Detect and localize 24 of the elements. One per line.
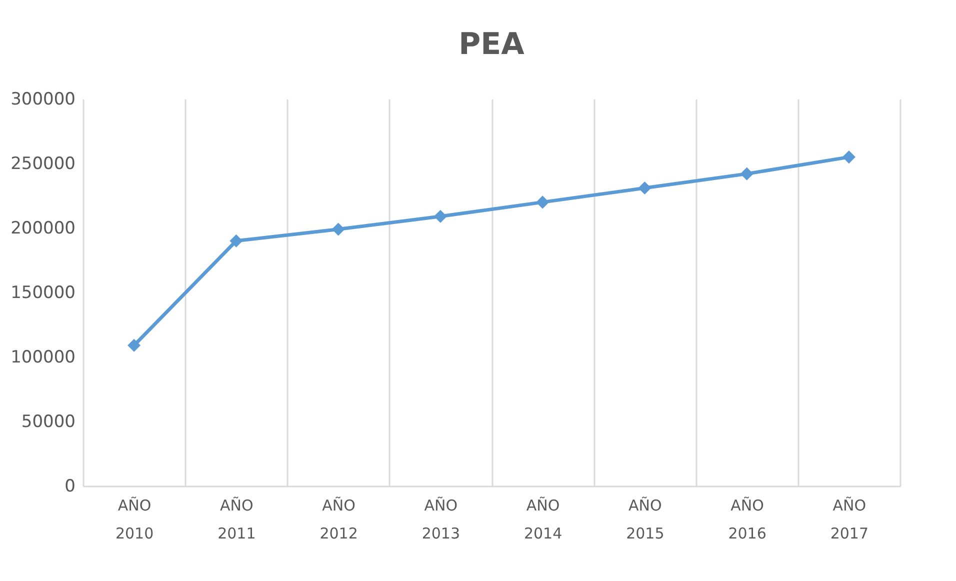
point (536, 196, 550, 209)
x-tick-label: AÑO 2010 (115, 496, 154, 542)
y-tick-label: 250000 (10, 154, 76, 174)
point (230, 234, 243, 248)
x-tick-label: AÑO 2011 (218, 496, 256, 542)
y-tick-label: 150000 (10, 283, 76, 303)
y-tick-label: 300000 (10, 90, 76, 110)
point (332, 222, 345, 236)
y-tick-label: 100000 (10, 348, 76, 368)
y-tick-label: 200000 (10, 218, 76, 238)
x-tick-label: AÑO 2012 (320, 496, 358, 542)
point (434, 210, 447, 223)
x-tick-label: AÑO 2014 (524, 496, 562, 542)
chart-title: PEA (458, 27, 526, 62)
x-tick-label: AÑO 2015 (626, 496, 664, 542)
y-tick-label: 0 (64, 476, 76, 496)
point (638, 181, 652, 195)
point (842, 150, 856, 164)
x-tick-label: AÑO 2016 (728, 496, 766, 542)
y-tick-label: 50000 (21, 412, 76, 432)
point (128, 338, 141, 352)
x-tick-label: AÑO 2013 (422, 496, 460, 542)
point (740, 167, 754, 180)
x-tick-label: AÑO 2017 (830, 496, 869, 542)
